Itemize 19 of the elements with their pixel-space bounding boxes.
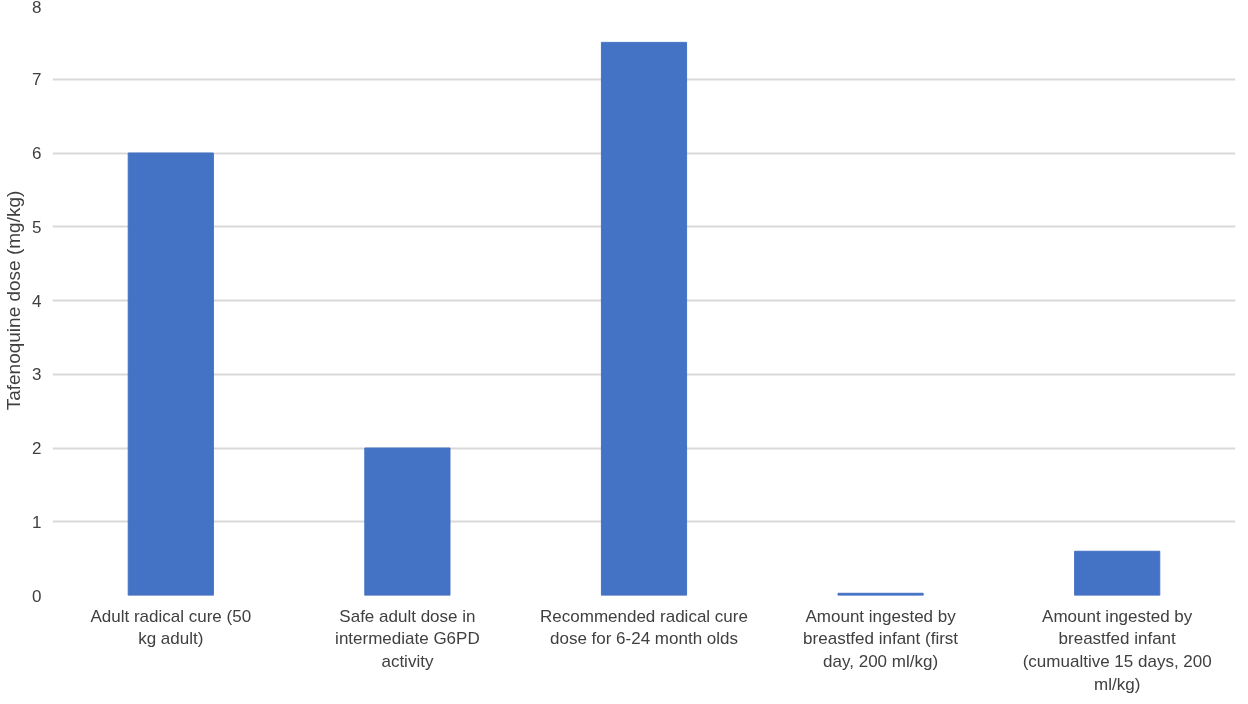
y-tick-label: 3 <box>32 365 42 385</box>
y-tick-label: 5 <box>32 217 42 237</box>
y-tick-label: 0 <box>32 586 42 606</box>
y-tick-label: 6 <box>32 144 42 163</box>
x-tick-label: Amount ingested by breastfed infant (first day, 200 ml/kg) <box>803 606 959 672</box>
y-axis-title: Tafenoquine dose (mg/kg) <box>3 190 25 411</box>
y-tick-label: 1 <box>32 512 42 532</box>
y-tick-label: 4 <box>32 291 42 311</box>
bar <box>600 41 688 596</box>
bar <box>1074 550 1161 596</box>
bar <box>127 152 214 596</box>
x-tick-label: Amount ingested by breastfed infant (cumualtive 15 days, 200 ml/kg) <box>1022 606 1212 694</box>
x-tick-label: Safe adult dose in intermediate G6PD activity <box>335 606 480 672</box>
x-tick-label: Recommended radical cure dose for 6-24 month olds <box>540 606 748 649</box>
bar <box>364 447 451 596</box>
y-tick-label: 7 <box>32 70 42 90</box>
y-tick-label: 2 <box>32 439 42 458</box>
x-tick-label: Adult radical cure (50 kg adult) <box>90 606 252 649</box>
y-tick-label: 8 <box>32 0 42 17</box>
